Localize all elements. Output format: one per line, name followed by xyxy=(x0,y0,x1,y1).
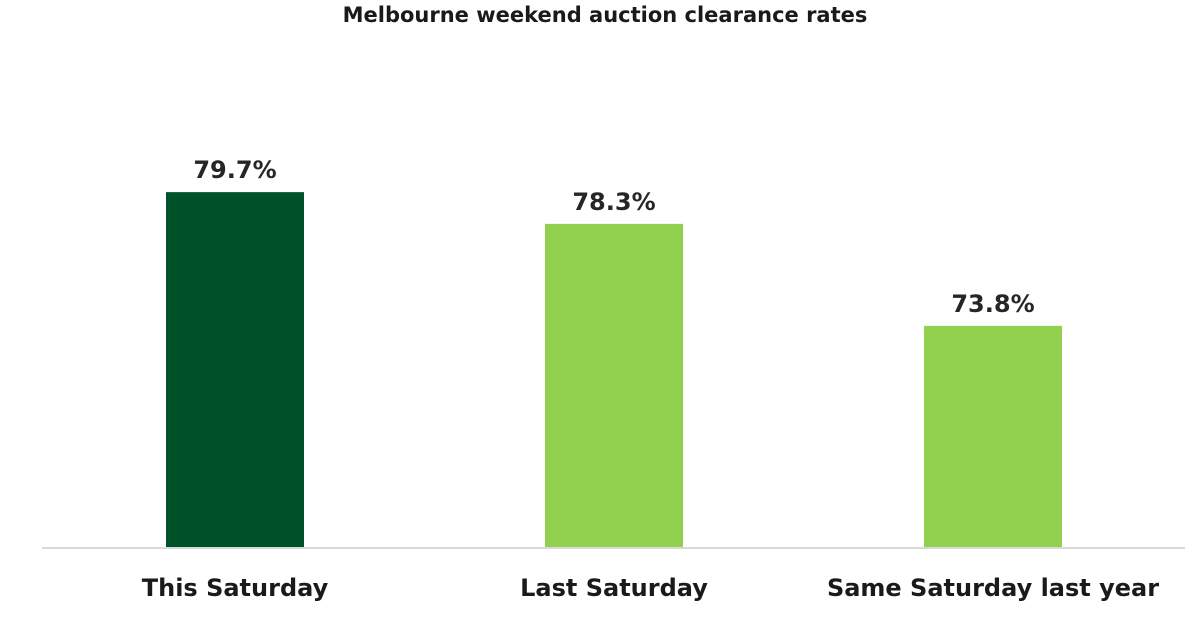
value-label-0: 79.7% xyxy=(193,156,276,184)
value-label-1: 78.3% xyxy=(572,188,655,216)
category-label-2: Same Saturday last year xyxy=(827,574,1159,602)
value-label-2: 73.8% xyxy=(951,290,1034,318)
chart-title: Melbourne weekend auction clearance rate… xyxy=(343,3,868,27)
bar-2 xyxy=(924,325,1062,548)
category-label-1: Last Saturday xyxy=(520,574,708,602)
category-label-0: This Saturday xyxy=(142,574,329,602)
value-labels-layer: 79.7% 78.3% 73.8% xyxy=(193,156,1034,318)
bar-1 xyxy=(545,223,683,548)
category-labels-layer: This Saturday Last Saturday Same Saturday … xyxy=(142,574,1159,602)
bar-0 xyxy=(166,192,304,548)
bars-layer xyxy=(166,192,1062,548)
